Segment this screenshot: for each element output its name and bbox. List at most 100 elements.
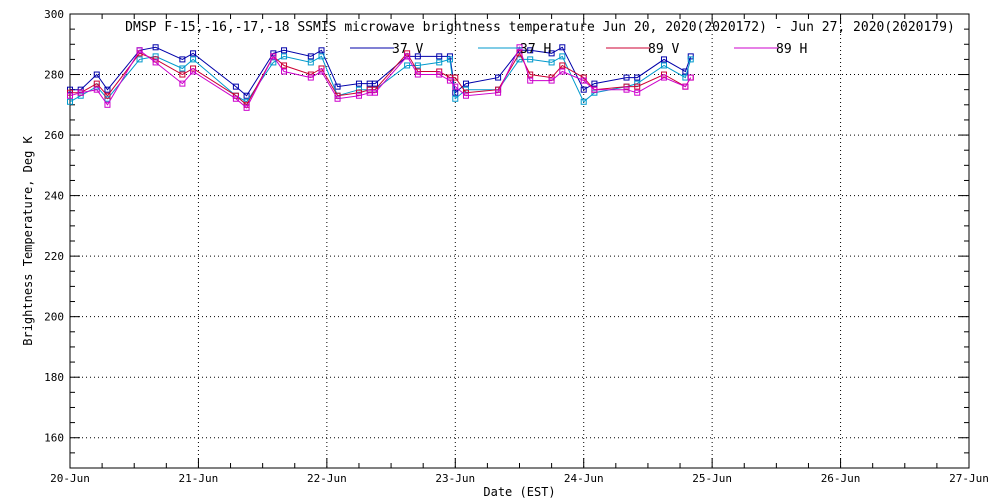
legend-label: 37 H [520,42,551,57]
y-tick-label: 160 [44,432,64,445]
data-point-marker [355,86,362,93]
y-tick-label: 280 [44,69,64,82]
data-point-marker [660,74,667,81]
series-37-v [67,44,694,99]
data-point-marker [190,50,197,57]
data-point-marker [634,89,641,96]
data-point-marker [414,53,421,60]
data-point-marker [436,59,443,66]
data-point-marker [527,77,534,84]
y-tick-label: 300 [44,8,64,21]
grid-layer [70,14,969,468]
y-tick-label: 260 [44,129,64,142]
data-point-marker [559,62,566,69]
data-point-marker [634,83,641,90]
data-point-marker [516,56,523,63]
x-tick-label: 23-Jun [435,472,475,485]
data-point-marker [67,92,73,99]
x-tick-label: 21-Jun [179,472,219,485]
y-tick-label: 240 [44,190,64,203]
data-point-marker [462,80,469,87]
data-point-marker [281,68,288,75]
series-line [69,45,692,109]
data-point-marker [446,56,453,63]
data-point-marker [559,53,566,60]
data-point-marker [152,44,159,51]
data-point-marker [136,56,143,63]
data-point-marker [495,74,502,81]
data-point-marker [67,86,73,93]
data-point-marker [152,59,159,66]
data-point-marker [93,86,100,93]
data-point-marker [436,53,443,60]
series-layer [67,44,694,111]
data-point-marker [452,74,459,81]
data-point-marker [580,77,587,84]
y-tick-label: 220 [44,250,64,263]
data-point-marker [687,74,694,81]
x-tick-label: 24-Jun [564,472,604,485]
data-point-marker [634,74,641,81]
data-point-marker [281,47,288,54]
x-tick-label: 22-Jun [307,472,347,485]
data-point-marker [243,104,250,111]
data-point-marker [548,59,555,66]
data-point-marker [355,92,362,99]
data-point-marker [687,56,694,63]
data-point-marker [516,44,523,51]
data-point-marker [452,83,459,90]
series-89-h [67,44,694,111]
chart-title: DMSP F-15,-16,-17,-18 SSMIS microwave br… [125,20,955,35]
data-point-marker [527,71,534,78]
data-point-marker [660,71,667,78]
data-point-marker [527,56,534,63]
y-axis-label: Brightness Temperature, Deg K [21,135,35,345]
data-point-marker [527,47,534,54]
data-point-marker [355,80,362,87]
data-point-marker [372,80,379,87]
data-point-marker [404,53,411,60]
data-point-marker [414,62,421,69]
data-point-marker [190,56,197,63]
data-point-marker [682,68,689,75]
x-tick-label: 20-Jun [50,472,90,485]
data-point-marker [307,53,314,60]
data-point-marker [334,83,341,90]
data-point-marker [307,74,314,81]
data-point-marker [190,68,197,75]
data-point-marker [682,83,689,90]
data-point-marker [179,71,186,78]
data-point-marker [77,92,84,99]
data-point-marker [334,95,341,102]
data-point-marker [414,71,421,78]
data-point-marker [687,53,694,60]
data-point-marker [591,86,598,93]
series-line [69,55,692,103]
data-point-marker [232,95,239,102]
data-point-marker [580,98,587,105]
data-point-marker [179,80,186,87]
data-point-marker [559,68,566,75]
data-point-marker [318,53,325,60]
x-tick-label: 26-Jun [821,472,861,485]
data-point-marker [104,101,111,108]
data-point-marker [436,71,443,78]
y-tick-label: 200 [44,311,64,324]
data-point-marker [372,89,379,96]
data-point-marker [93,71,100,78]
data-point-marker [93,80,100,87]
data-point-marker [623,86,630,93]
legend-label: 89 H [776,42,807,57]
data-point-marker [446,77,453,84]
data-point-marker [687,74,694,81]
data-point-marker [580,86,587,93]
data-point-marker [243,92,250,99]
data-point-marker [270,53,277,60]
x-axis-label: Date (EST) [483,485,555,499]
data-point-marker [623,74,630,81]
data-point-marker [318,47,325,54]
data-point-marker [404,62,411,69]
data-point-marker [591,80,598,87]
x-tick-label: 27-Jun [949,472,989,485]
